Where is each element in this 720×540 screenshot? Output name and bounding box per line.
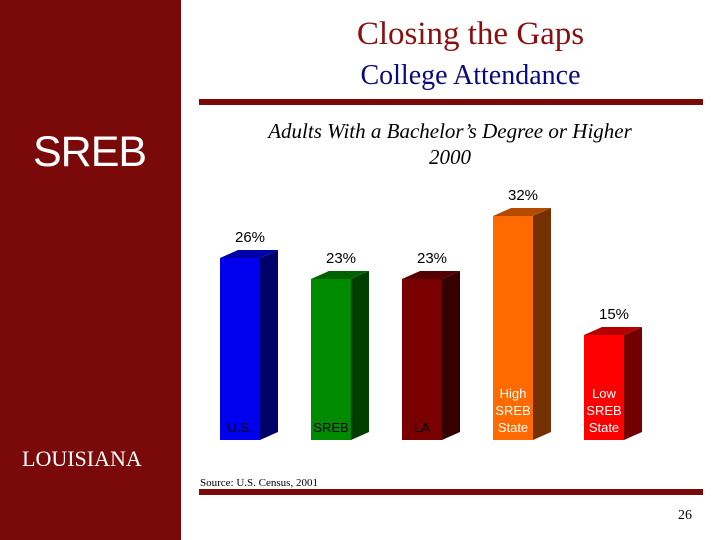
bar: [493, 216, 533, 440]
bar: [220, 258, 260, 440]
bar: [584, 335, 624, 440]
bar-value-label: 23%: [326, 250, 356, 267]
bar-top: [402, 271, 460, 279]
category-label: SREB: [495, 403, 530, 418]
category-label: High: [500, 386, 527, 401]
category-label: LA: [414, 420, 430, 435]
bar-side: [442, 271, 460, 440]
bar-top: [584, 327, 642, 335]
source-note: Source: U.S. Census, 2001: [200, 477, 318, 489]
bar: [402, 279, 442, 440]
category-label: SREB: [313, 420, 348, 435]
bar-value-label: 15%: [599, 306, 629, 323]
chart-subtitle: 2000: [429, 145, 471, 169]
bottom-divider: [199, 489, 703, 495]
bar-value-label: 32%: [508, 187, 538, 204]
category-label: U.S.: [227, 420, 252, 435]
slide-title: Closing the Gaps: [356, 16, 585, 52]
state-label: LOUISIANA: [22, 446, 142, 471]
bar-value-label: 23%: [417, 250, 447, 267]
top-divider: [199, 99, 703, 105]
slide-subtitle: College Attendance: [360, 60, 581, 91]
chart-title: Adults With a Bachelor’s Degree or Highe…: [268, 119, 632, 143]
category-label: State: [589, 420, 619, 435]
category-label: State: [498, 420, 528, 435]
sreb-logo: SREB: [33, 128, 147, 176]
bar-top: [220, 250, 278, 258]
bar-side: [260, 250, 278, 440]
bar-top: [311, 271, 369, 279]
bar-top: [493, 208, 551, 216]
bar-side: [351, 271, 369, 440]
category-label: SREB: [586, 403, 621, 418]
category-label: Low: [592, 386, 616, 401]
bar: [311, 279, 351, 440]
sidebar: SREB LOUISIANA: [0, 0, 181, 540]
bar-side: [624, 327, 642, 440]
bar-value-label: 26%: [235, 229, 265, 246]
page-number: 26: [678, 508, 692, 523]
bar-side: [533, 208, 551, 440]
